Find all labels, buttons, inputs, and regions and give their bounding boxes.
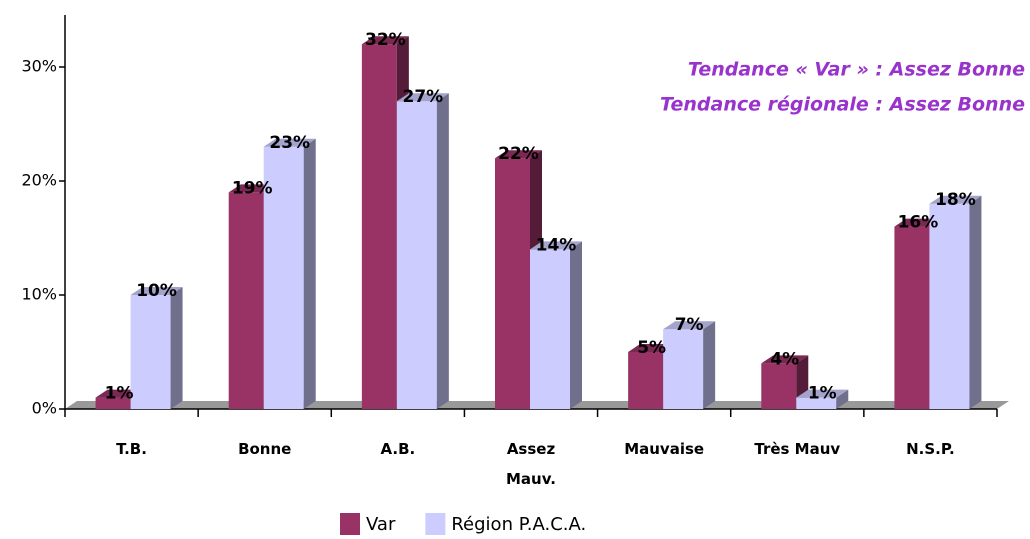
bar-top <box>396 93 449 102</box>
bar <box>796 389 849 409</box>
y-tick-label: 0% <box>32 399 57 418</box>
bar-side <box>436 93 449 409</box>
bar <box>929 195 982 409</box>
bar <box>130 287 183 409</box>
data-label: 10% <box>136 281 177 301</box>
bar-top <box>796 389 849 398</box>
bar-front <box>796 397 837 409</box>
legend-label: Région P.A.C.A. <box>451 514 586 535</box>
bar-front <box>628 352 664 409</box>
bar-front <box>95 397 131 409</box>
bar-side <box>969 195 982 409</box>
bar-front <box>495 158 530 409</box>
x-tick-label: A.B. <box>380 440 416 458</box>
bar <box>530 241 582 409</box>
data-label: 7% <box>675 315 704 335</box>
bar <box>263 138 316 410</box>
bar-top <box>530 241 582 250</box>
bar-front <box>894 226 930 409</box>
bar-top <box>761 355 809 364</box>
y-tick-label: 20% <box>21 171 57 190</box>
bar-front <box>929 203 970 409</box>
data-label: 18% <box>935 190 976 210</box>
x-tick-label: Assez Mauv. <box>506 440 556 488</box>
bar-front <box>530 249 570 409</box>
data-label: 1% <box>808 384 837 404</box>
bar-front <box>228 192 264 409</box>
bar <box>663 321 716 409</box>
x-tick-label: T.B. <box>116 440 147 458</box>
y-tick-label: 10% <box>21 285 57 304</box>
data-label: 32% <box>365 30 406 50</box>
bar-side <box>570 241 582 409</box>
bar-front <box>361 44 397 409</box>
bar-front <box>396 101 437 409</box>
bar-side <box>170 287 183 409</box>
legend-swatch <box>340 513 360 535</box>
bar <box>761 355 809 409</box>
bar-top <box>263 138 316 147</box>
data-label: 4% <box>770 349 799 369</box>
x-tick-label: Très Mauv <box>754 440 841 458</box>
bar-side <box>703 321 716 409</box>
bar-top <box>929 195 982 204</box>
legend-swatch <box>425 513 446 535</box>
x-tick-label: Bonne <box>238 440 292 458</box>
data-label: 23% <box>269 133 310 153</box>
bar-top <box>361 36 409 45</box>
bar <box>396 93 449 409</box>
legend-label: Var <box>366 514 396 535</box>
data-label: 27% <box>403 87 444 107</box>
bar-top <box>495 150 542 159</box>
data-label: 1% <box>105 384 134 404</box>
x-tick-label: Mauvaise <box>624 440 705 458</box>
bar-front <box>663 329 704 409</box>
bar-front <box>263 146 304 410</box>
data-label: 5% <box>637 338 666 358</box>
bar-side <box>836 389 849 409</box>
y-tick-label: 30% <box>21 57 57 76</box>
annotation: Tendance régionale : Assez Bonne <box>660 94 1025 116</box>
data-label: 19% <box>232 178 273 198</box>
bar-top <box>663 321 716 330</box>
bar-front <box>761 363 797 409</box>
data-label: 16% <box>898 213 939 233</box>
annotation: Tendance « Var » : Assez Bonne <box>688 59 1025 81</box>
x-tick-label: N.S.P. <box>906 440 955 458</box>
bar-top <box>130 287 183 295</box>
data-label: 22% <box>498 144 539 164</box>
bar-front <box>130 295 171 409</box>
data-label: 14% <box>536 235 577 255</box>
bar-side <box>303 138 316 410</box>
